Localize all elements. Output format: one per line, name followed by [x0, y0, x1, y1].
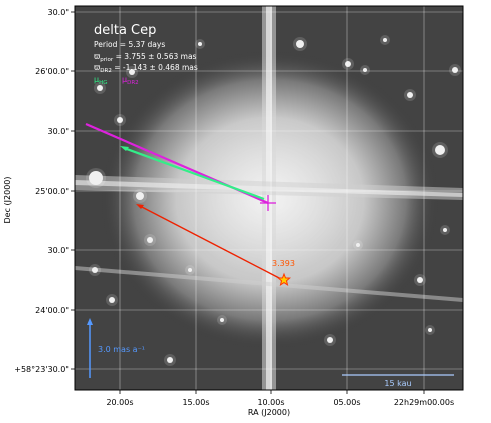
background-star-core [417, 277, 423, 283]
y-tick-label: 24'00.0" [35, 306, 69, 315]
y-tick-label: 26'00.0" [35, 67, 69, 76]
motion-overlays [85, 122, 291, 287]
background-star-core [327, 337, 333, 343]
legend: μHG μDR2 [94, 75, 139, 86]
y-tick-label: +58°23'30.0" [14, 365, 69, 374]
hg-arrowhead [120, 146, 129, 151]
background-star-core [452, 67, 458, 73]
info-line: Period = 5.37 days [94, 40, 165, 49]
background-star-core [109, 297, 115, 303]
background-star-core [89, 171, 103, 185]
background-star-core [363, 68, 367, 72]
background-star-core [198, 42, 202, 46]
background-star-core [428, 328, 432, 332]
background-star-core [345, 61, 351, 67]
grid-lines [75, 6, 463, 390]
scale-bar: 15 kau [342, 374, 454, 388]
y-axis-ticks: 30.0" 26'00.0" 30.0" 25'00.0" 30.0" 24'00.0" +… [14, 8, 75, 374]
legend-entry: μDR2 [122, 75, 139, 86]
scale-bar-label: 15 kau [384, 379, 411, 388]
background-star-core [443, 228, 447, 232]
x-tick-label: 20.00s [106, 398, 133, 407]
companion-arrowhead [136, 204, 144, 209]
background-star-core [188, 268, 192, 272]
background-star-core [97, 85, 103, 91]
companion-label: 3.393 [272, 259, 295, 268]
y-tick-label: 25'00.0" [35, 187, 69, 196]
info-line: ϖprior = 3.755 ± 0.563 mas [94, 52, 197, 63]
y-tick-label: 30.0" [48, 8, 70, 17]
y-tick-label: 30.0" [48, 127, 70, 136]
target-name: delta Cep [94, 23, 156, 38]
x-tick-label: 22h29m00.00s [394, 398, 454, 407]
background-star-core [356, 243, 360, 247]
background-star-core [92, 267, 98, 273]
background-star-core [220, 318, 224, 322]
background-star-core [296, 40, 304, 48]
x-tick-label: 10.00s [257, 398, 284, 407]
x-axis-label: RA (J2000) [248, 408, 290, 417]
plot-frame [74, 5, 464, 391]
background-star-core [435, 145, 445, 155]
companion-star-marker [277, 272, 291, 287]
x-tick-label: 05.00s [333, 398, 360, 407]
y-axis-label: Dec (J2000) [3, 177, 12, 224]
scale-arrow: 3.0 mas a⁻¹ [87, 318, 145, 378]
hg-motion-line [123, 146, 265, 201]
background-star-core [147, 237, 153, 243]
legend-entry: μHG [94, 75, 108, 86]
background-stars [86, 35, 461, 366]
info-line: ϖDR2 = -1.143 ± 0.468 mas [94, 63, 198, 74]
x-axis-ticks: 20.00s 15.00s 10.00s 05.00s 22h29m00.00s [106, 390, 454, 407]
info-lines: Period = 5.37 days ϖprior = 3.755 ± 0.563… [94, 40, 198, 74]
background-star-core [407, 92, 413, 98]
background-star-core [136, 192, 144, 200]
sky-image [75, 6, 463, 390]
background-star-core [383, 38, 387, 42]
companion-motion-line [139, 205, 284, 281]
background-star-core [167, 357, 173, 363]
x-tick-label: 15.00s [182, 398, 209, 407]
y-tick-label: 30.0" [48, 246, 70, 255]
background-star-core [129, 69, 135, 75]
scale-arrow-label: 3.0 mas a⁻¹ [98, 345, 145, 354]
